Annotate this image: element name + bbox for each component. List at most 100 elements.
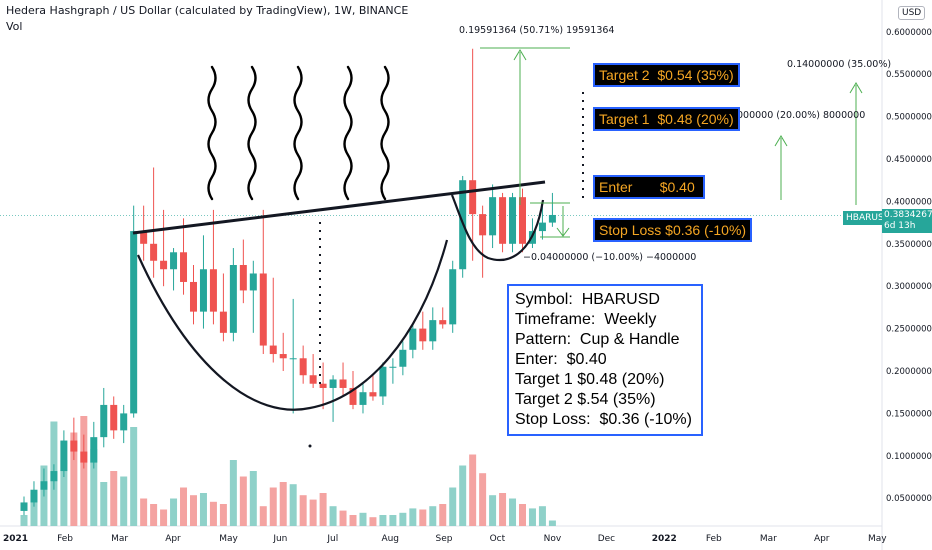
volume-bar	[419, 509, 427, 526]
volume-bar	[60, 460, 68, 526]
volume-bar	[130, 427, 138, 526]
volume-bar	[479, 473, 487, 526]
last-price-tag: 0.38342677 6d 13h	[882, 209, 932, 233]
symbol-tag: HBARUSD	[843, 211, 894, 225]
volume-bar	[239, 476, 247, 526]
volume-bar	[20, 515, 28, 526]
candle-body	[409, 328, 417, 350]
volume-bar	[180, 487, 188, 526]
candle-body	[189, 281, 197, 312]
x-tick-label: Feb	[57, 534, 73, 544]
x-tick-label: 2021	[3, 534, 28, 544]
x-tick-label: Mar	[111, 534, 128, 544]
candle-body	[319, 383, 327, 388]
hand-drawn-squiggle	[380, 65, 390, 201]
volume-bar	[259, 506, 267, 526]
volume-bar	[389, 515, 397, 526]
measure-sl-arrowhead	[556, 227, 570, 237]
volume-bar	[469, 454, 477, 526]
volume-bar	[499, 493, 507, 526]
candle-body	[399, 349, 407, 367]
x-tick-label: Apr	[165, 534, 181, 544]
x-tick-label: Jul	[326, 534, 338, 544]
candle-body	[40, 481, 48, 490]
candle-body	[389, 366, 397, 368]
handle-curve	[450, 194, 545, 262]
candle-body	[429, 320, 437, 342]
candle-body	[359, 392, 367, 405]
info-target2: Target 2 $.54 (35%)	[515, 391, 656, 408]
candle-body	[219, 311, 227, 333]
dot-marker	[308, 444, 312, 448]
candle-body	[170, 252, 178, 270]
cup-curve	[136, 239, 449, 411]
candle-body	[229, 265, 237, 333]
volume-bar	[299, 495, 307, 526]
candle-body	[150, 243, 158, 261]
candle-body	[259, 273, 267, 346]
candle-body	[509, 197, 517, 244]
x-tick-label: Feb	[706, 534, 722, 544]
info-target1: Target 1 $0.48 (20%)	[515, 371, 665, 388]
volume-bar	[80, 416, 88, 526]
volume-bar	[160, 509, 168, 526]
candle-body	[548, 214, 556, 223]
volume-bar	[439, 504, 447, 526]
measure-label-stoploss: −0.04000000 (−10.00%) −4000000	[523, 252, 697, 263]
volume-bar	[209, 501, 217, 526]
volume-bar	[359, 512, 367, 526]
candle-body	[479, 214, 487, 236]
volume-bar	[369, 517, 377, 526]
info-timeframe: Timeframe: Weekly	[515, 311, 657, 328]
info-pattern: Pattern: Cup & Handle	[515, 331, 680, 348]
resistance-line	[132, 180, 546, 235]
measure-top-arrowhead	[513, 49, 527, 61]
volume-bar	[289, 484, 297, 526]
volume-bar	[329, 506, 337, 526]
stoploss-label: Stop Loss $0.36 (-10%)	[593, 218, 753, 242]
candle-body	[239, 265, 247, 291]
volume-bar	[90, 449, 98, 526]
candle-body	[289, 358, 297, 360]
x-tick-label: Apr	[814, 534, 830, 544]
x-tick-label: Dec	[598, 534, 615, 544]
candle-body	[519, 197, 526, 244]
candle-body	[70, 440, 78, 452]
candle-body	[100, 404, 108, 438]
last-price-value: 0.38342677	[884, 210, 932, 220]
x-tick-label: Oct	[490, 534, 506, 544]
info-stoploss: Stop Loss: $0.36 (-10%)	[515, 411, 692, 428]
candle-body	[339, 379, 347, 388]
x-tick-label: Sep	[436, 534, 453, 544]
candle-body	[160, 260, 168, 270]
volume-bar	[229, 460, 237, 526]
x-tick-label: May	[868, 534, 887, 544]
measure-label-target1: 000000 (20.00%) 8000000	[737, 110, 866, 121]
candle-body	[60, 440, 68, 472]
candle-body	[489, 197, 497, 236]
candle-body	[449, 269, 457, 325]
hand-drawn-squiggle	[343, 65, 353, 201]
target1-label: Target 1 $0.48 (20%)	[593, 107, 740, 131]
volume-bar	[219, 504, 227, 526]
candle-body	[299, 358, 307, 376]
volume-bar	[349, 515, 357, 526]
currency-button[interactable]: USD	[898, 6, 926, 20]
candle-body	[20, 502, 28, 511]
volume-bar	[150, 504, 158, 526]
candle-body	[130, 231, 138, 414]
volume-bar	[519, 504, 526, 526]
volume-bar	[459, 465, 467, 526]
candle-body	[309, 375, 317, 384]
volume-bar	[189, 495, 197, 526]
volume-bar	[449, 487, 457, 526]
volume-bar	[110, 471, 118, 526]
candle-body	[279, 354, 287, 359]
